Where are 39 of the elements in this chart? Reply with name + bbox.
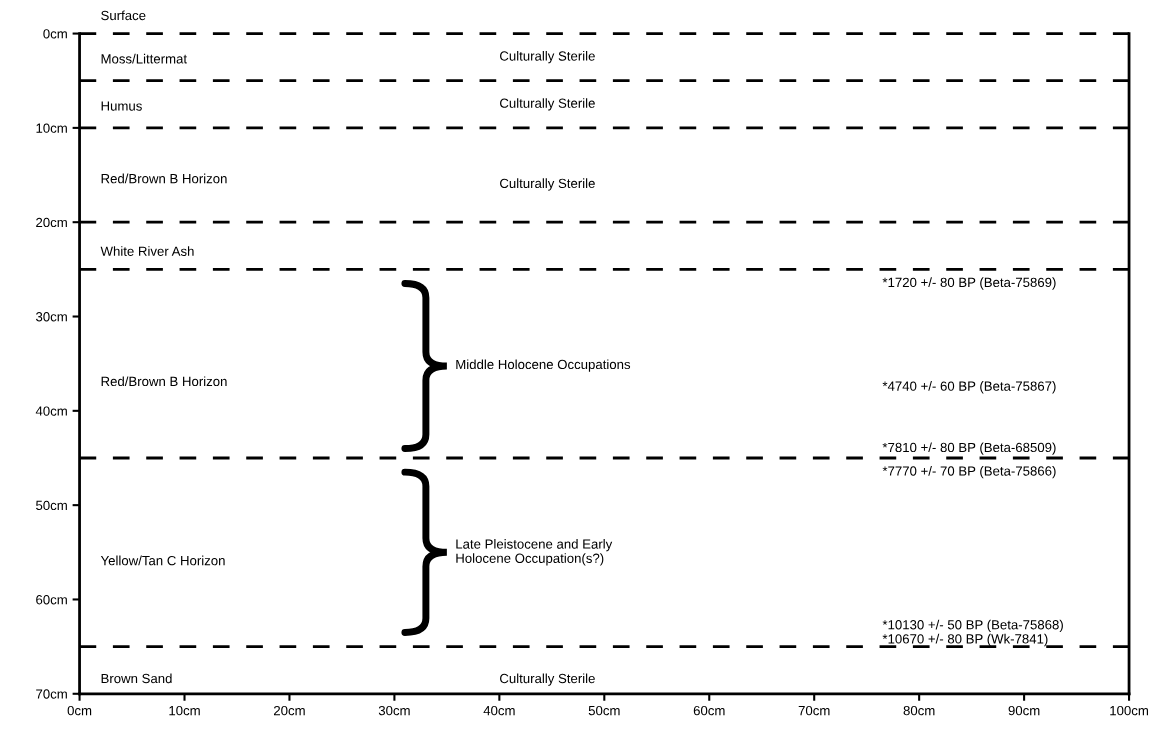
y-tick-label: 0cm — [43, 29, 67, 39]
annotation: *10130 +/- 50 BP (Beta-75868) — [882, 619, 1063, 633]
y-tick-label: 40cm — [35, 406, 67, 416]
x-tick-label: 80cm — [903, 705, 935, 716]
x-tick-label: 20cm — [273, 705, 305, 716]
annotation: Late Pleistocene and Early Holocene Occupation(s?) — [456, 539, 613, 566]
x-tick-label: 90cm — [1008, 705, 1040, 716]
annotation: Brown Sand — [101, 673, 172, 684]
x-tick-label: 30cm — [378, 705, 410, 716]
annotation: White River Ash — [100, 246, 194, 256]
annotation: *7810 +/- 80 BP (Beta-68509) — [882, 442, 1056, 455]
x-tick-label: 100cm — [1110, 705, 1148, 716]
annotation: Culturally Sterile — [500, 51, 595, 64]
y-tick-label: 10cm — [36, 123, 67, 133]
annotation: Humus — [101, 101, 142, 111]
annotation: Culturally Sterile — [500, 178, 595, 191]
annotation: Red/Brown B Horizon — [101, 376, 227, 387]
y-tick-label: 30cm — [36, 312, 67, 322]
x-tick-label: 0cm — [67, 705, 92, 716]
x-tick-label: 50cm — [588, 705, 620, 716]
annotation: Red/Brown B Horizon — [101, 173, 227, 184]
annotation: Culturally Sterile — [500, 98, 595, 111]
y-tick-label: 60cm — [36, 595, 67, 605]
y-tick-label: 20cm — [36, 217, 67, 228]
annotation: *10670 +/- 80 BP (Wk-7841) — [882, 633, 1048, 647]
y-tick-label: 50cm — [36, 500, 67, 511]
annotation: Yellow/Tan C Horizon — [100, 555, 225, 566]
annotation: Middle Holocene Occupations — [456, 359, 631, 372]
x-tick-label: 70cm — [798, 705, 830, 716]
annotation: Culturally Sterile — [500, 673, 595, 686]
x-tick-label: 40cm — [483, 705, 515, 716]
x-tick-label: 60cm — [693, 705, 725, 716]
y-tick-label: 70cm — [36, 689, 67, 699]
annotation: *1720 +/- 80 BP (Beta-75869) — [882, 277, 1056, 290]
text: Surface — [101, 10, 146, 21]
x-tick-label: 10cm — [169, 705, 200, 716]
annotation: *7770 +/- 70 BP (Beta-75866) — [882, 465, 1056, 479]
annotation: *4740 +/- 60 BP (Beta-75867) — [882, 381, 1056, 394]
annotation: Moss/Littermat — [101, 53, 187, 64]
